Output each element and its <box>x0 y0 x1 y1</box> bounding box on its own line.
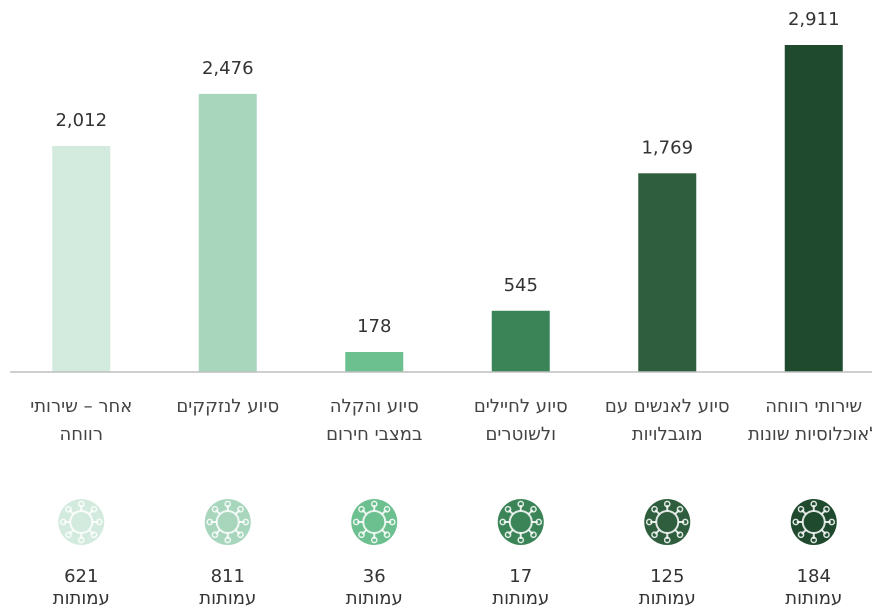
icon-dot <box>352 518 360 526</box>
icon-dot <box>681 518 689 526</box>
icon <box>644 499 691 545</box>
org-count: 621 <box>64 566 98 587</box>
value-label: 2,012 <box>55 110 107 131</box>
icon-dot <box>651 531 658 539</box>
icon-dot <box>823 531 830 539</box>
icon-dot <box>388 518 396 526</box>
org-count: 17 <box>509 566 532 587</box>
category-label: אחר – שירותי רווחה <box>30 396 133 445</box>
icon-dot <box>663 500 671 508</box>
icon-dot <box>797 505 805 513</box>
icon <box>790 499 837 545</box>
icon-dot <box>676 531 684 539</box>
org-unit: עמותות <box>785 588 842 609</box>
icon-dot <box>370 536 378 544</box>
icon-dot <box>517 500 525 508</box>
icon-dot <box>810 536 818 544</box>
icon-dot <box>504 505 512 513</box>
icon-dot <box>224 536 232 544</box>
org-count: 811 <box>211 566 245 587</box>
icon-dot <box>95 518 103 526</box>
icon-dot <box>211 505 219 513</box>
icon-dot <box>797 531 805 539</box>
org-unit: עמותות <box>492 588 549 609</box>
icon-dot <box>810 500 818 508</box>
icon-dot <box>530 531 537 539</box>
icon-dot <box>530 505 537 513</box>
bar <box>345 352 404 372</box>
icon <box>497 499 544 545</box>
category-label: סיוע והקלה במצבי חירום <box>326 396 423 445</box>
icon-dot <box>663 536 671 544</box>
icon-dot <box>358 505 365 513</box>
bar <box>491 310 550 372</box>
org-count: 184 <box>797 566 831 587</box>
icon <box>351 499 398 545</box>
icon-dot <box>517 536 525 544</box>
icon-dot <box>823 505 830 513</box>
icon-dot <box>383 505 391 513</box>
value-label: 178 <box>357 316 391 337</box>
category-label: סיוע לחיילים ולשוטרים <box>473 396 568 445</box>
icon-dot <box>792 518 800 526</box>
category-label: שירותי רווחה לאוכלוסיות שונות <box>747 396 872 445</box>
value-label: 1,769 <box>641 137 693 158</box>
bar <box>198 93 257 372</box>
bar <box>638 173 697 372</box>
icon-dot <box>65 505 72 513</box>
bar <box>52 145 111 372</box>
org-unit: עמותות <box>199 588 256 609</box>
icon-dot <box>206 518 214 526</box>
icon-dot <box>676 505 684 513</box>
icon-dot <box>651 505 658 513</box>
icon-dot <box>237 531 244 539</box>
org-unit: עמותות <box>346 588 403 609</box>
value-label: 2,476 <box>202 58 254 79</box>
icon-dot <box>211 531 219 539</box>
icon-dot <box>90 505 98 513</box>
icon-dot <box>59 518 67 526</box>
org-unit: עמותות <box>639 588 696 609</box>
icon-dot <box>504 531 512 539</box>
icon-dot <box>535 518 543 526</box>
category-label: סיוע לנזקקים <box>176 396 280 417</box>
icon-dot <box>242 518 250 526</box>
icon-dot <box>90 531 98 539</box>
org-unit: עמותות <box>53 588 110 609</box>
icon <box>204 499 251 545</box>
value-label: 545 <box>504 275 538 296</box>
icon-dot <box>237 505 244 513</box>
icon-dot <box>77 500 85 508</box>
icon-dot <box>358 531 365 539</box>
icon-dot <box>499 518 507 526</box>
category-label: סיוע לאנשים עם מוגבלויות <box>604 396 730 445</box>
org-count: 125 <box>650 566 684 587</box>
icon-dot <box>77 536 85 544</box>
icon-dot <box>383 531 391 539</box>
icon <box>58 499 105 545</box>
icon-dot <box>65 531 72 539</box>
icon-dot <box>645 518 653 526</box>
org-count: 36 <box>363 566 386 587</box>
icon-dot <box>224 500 232 508</box>
value-label: 2,911 <box>788 9 840 30</box>
bar <box>784 44 843 372</box>
icon-dot <box>370 500 378 508</box>
icon-dot <box>828 518 836 526</box>
